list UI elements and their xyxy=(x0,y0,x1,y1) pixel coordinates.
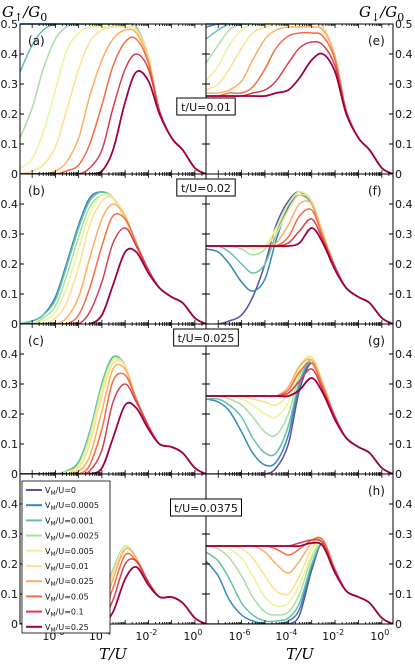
y-tick-label-left: 0.3 xyxy=(1,228,19,241)
parameter-box xyxy=(176,97,236,116)
y-tick-label-right: 0.5 xyxy=(395,18,413,31)
y-tick-label-right: 0.4 xyxy=(395,348,413,361)
y-tick-label-right: 0.3 xyxy=(395,228,413,241)
panel-down-1 xyxy=(206,191,393,324)
y-tick-label-right: 0.1 xyxy=(395,438,413,451)
y-axis-label-right: G↓/G0 xyxy=(359,3,404,24)
y-tick-label-left: 0 xyxy=(11,168,18,181)
series-line xyxy=(206,541,393,624)
parameter-label: t/U=0.0375 xyxy=(174,502,238,515)
y-tick-label-right: 0.3 xyxy=(395,528,413,541)
legend-entry: VM/U=0.05 xyxy=(45,592,89,603)
y-tick-label-right: 0.1 xyxy=(395,288,413,301)
y-axis-label-left: G↑/G0 xyxy=(2,3,47,24)
y-tick-label-left: 0 xyxy=(11,318,18,331)
y-tick-label-left: 0.4 xyxy=(1,48,19,61)
series-line xyxy=(206,227,393,324)
series-line xyxy=(206,377,393,474)
y-tick-label-left: 0.1 xyxy=(1,138,19,151)
series-line xyxy=(20,70,206,174)
parameter-label: t/U=0.01 xyxy=(181,101,231,114)
legend-entry: VM/U=0.25 xyxy=(45,623,89,634)
y-tick-label-right: 0.2 xyxy=(395,558,413,571)
panel-down-2 xyxy=(206,355,393,474)
labels-layer: 0 0 0.1 0.1 0.2 0.2 0.3 0.3 0.4 0.4 0.5 0.5 (a) (e) t/… xyxy=(1,3,413,663)
x-tick-label: 10-4 xyxy=(275,628,297,643)
panel-label-right: (e) xyxy=(368,34,385,48)
y-tick-label-left: 0.3 xyxy=(1,528,19,541)
series-line xyxy=(206,52,393,174)
y-tick-label-right: 0.1 xyxy=(395,588,413,601)
panel-up-1 xyxy=(20,191,206,324)
legend-entry: VM/U=0 xyxy=(45,486,76,497)
parameter-box xyxy=(170,498,242,517)
y-tick-label-left: 0.3 xyxy=(1,378,19,391)
series-line xyxy=(20,401,206,474)
parameter-box xyxy=(176,178,236,197)
y-tick-label-left: 0.2 xyxy=(1,258,19,271)
y-tick-label-left: 0.1 xyxy=(1,288,19,301)
y-tick-label-left: 0.3 xyxy=(1,78,19,91)
frames-layer xyxy=(19,23,394,625)
legend-entry: VM/U=0.005 xyxy=(45,547,94,558)
legend-entry: VM/U=0.025 xyxy=(45,577,94,588)
y-tick-label-right: 0.3 xyxy=(395,78,413,91)
parameter-label: t/U=0.02 xyxy=(181,182,231,195)
y-tick-label-right: 0 xyxy=(395,468,402,481)
legend-entry: VM/U=0.01 xyxy=(45,562,89,573)
panel-label-left: (a) xyxy=(28,34,45,48)
legend-entry: VM/U=0.0025 xyxy=(45,532,99,543)
y-tick-label-left: 0.4 xyxy=(1,498,19,511)
y-tick-label-right: 0.4 xyxy=(395,48,413,61)
y-tick-label-left: 0.4 xyxy=(1,198,19,211)
y-tick-label-left: 0 xyxy=(11,618,18,631)
y-tick-label-left: 0.2 xyxy=(1,408,19,421)
x-tick-label: 10-6 xyxy=(229,628,251,643)
panel-up-3 xyxy=(20,544,206,624)
legend xyxy=(21,480,111,634)
y-tick-label-right: 0.3 xyxy=(395,378,413,391)
panel-label-right: (f) xyxy=(368,184,382,198)
x-axis-label: T/U xyxy=(99,645,128,663)
y-tick-label-right: 0.2 xyxy=(395,408,413,421)
y-tick-label-left: 0 xyxy=(11,468,18,481)
legend-entry: VM/U=0.1 xyxy=(45,608,84,619)
panel-label-right: (h) xyxy=(368,484,385,498)
panel-label-right: (g) xyxy=(368,334,385,348)
x-tick-label: 10-2 xyxy=(322,628,344,643)
y-tick-label-right: 0.1 xyxy=(395,138,413,151)
y-tick-label-left: 0.2 xyxy=(1,558,19,571)
y-tick-label-left: 0.4 xyxy=(1,348,19,361)
legend-entry: VM/U=0.0005 xyxy=(45,501,99,512)
series-line xyxy=(20,566,206,624)
y-tick-label-right: 0 xyxy=(395,318,402,331)
x-axis-label: T/U xyxy=(286,645,315,663)
series-line xyxy=(20,247,206,324)
parameter-label: t/U=0.025 xyxy=(178,332,235,345)
y-tick-label-left: 0.1 xyxy=(1,588,19,601)
y-tick-label-right: 0.2 xyxy=(395,108,413,121)
y-tick-label-right: 0.4 xyxy=(395,498,413,511)
x-tick-label: 100 xyxy=(370,628,389,643)
panel-label-left: (c) xyxy=(28,334,44,348)
legend-entry: VM/U=0.001 xyxy=(45,516,94,527)
panel-down-3 xyxy=(206,536,393,624)
y-tick-label-left: 0.2 xyxy=(1,108,19,121)
y-tick-label-left: 0.1 xyxy=(1,438,19,451)
y-tick-label-left: 0.5 xyxy=(1,18,19,31)
y-tick-label-right: 0.2 xyxy=(395,258,413,271)
x-tick-label: 10-2 xyxy=(135,628,157,643)
parameter-box xyxy=(173,328,239,347)
panel-up-2 xyxy=(20,355,206,474)
y-tick-label-right: 0 xyxy=(395,168,402,181)
y-tick-label-right: 0.4 xyxy=(395,198,413,211)
panel-label-left: (b) xyxy=(28,184,45,198)
y-tick-label-right: 0 xyxy=(395,618,402,631)
x-tick-label: 100 xyxy=(183,628,202,643)
